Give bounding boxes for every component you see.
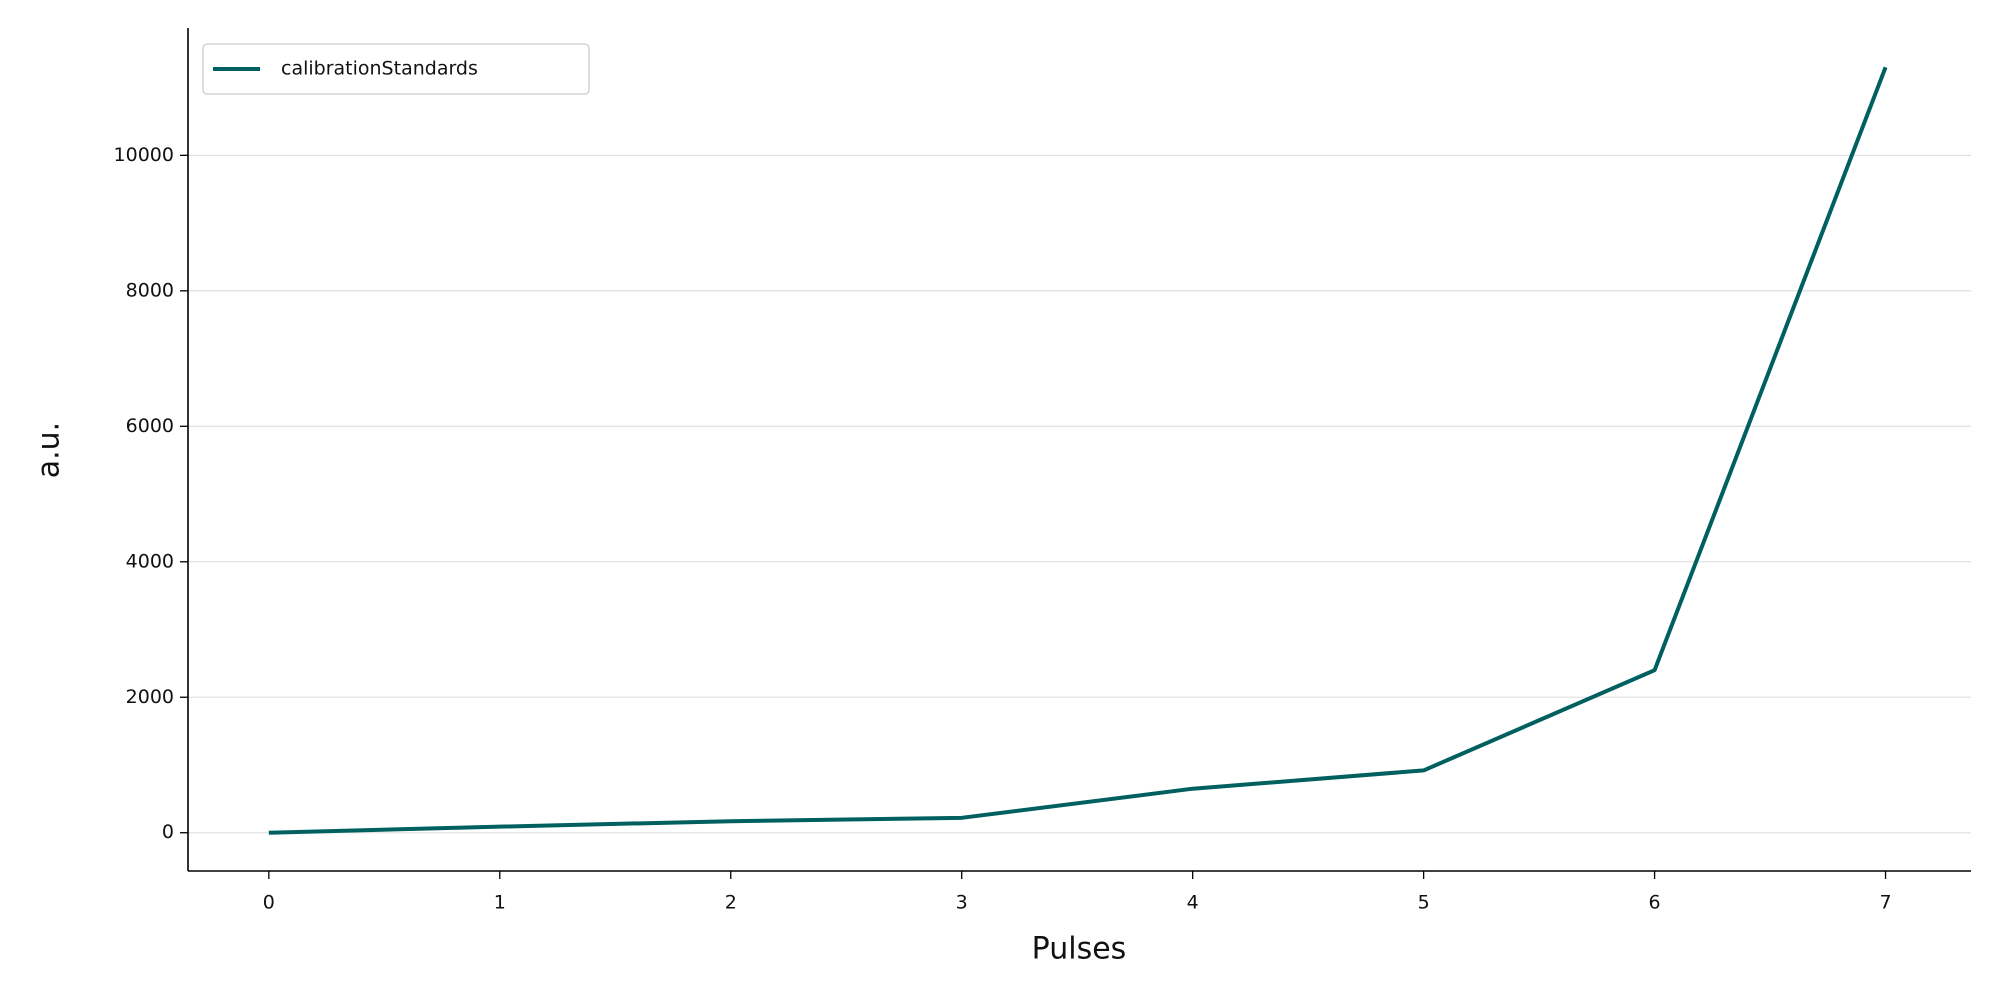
y-tick-label: 8000 [126, 279, 174, 301]
x-tick-label: 2 [725, 892, 737, 914]
x-tick-label: 3 [956, 892, 968, 914]
y-tick-label: 6000 [126, 415, 174, 437]
y-tick-label: 10000 [114, 144, 174, 166]
x-tick-label: 6 [1649, 892, 1661, 914]
data-line [268, 66, 1888, 835]
y-tick-label: 4000 [126, 550, 174, 572]
x-tick-label: 0 [263, 892, 275, 914]
x-axis-label: Pulses [1032, 932, 1127, 967]
x-tick-label: 5 [1418, 892, 1430, 914]
x-tick-label: 1 [494, 892, 506, 914]
x-tick-label: 7 [1879, 892, 1891, 914]
legend-box [202, 43, 590, 95]
y-axis-label: a.u. [32, 422, 67, 478]
y-tick-label: 0 [162, 821, 174, 843]
x-tick-label: 4 [1187, 892, 1199, 914]
legend-label: calibrationStandards [281, 58, 478, 80]
y-tick-label: 2000 [126, 686, 174, 708]
